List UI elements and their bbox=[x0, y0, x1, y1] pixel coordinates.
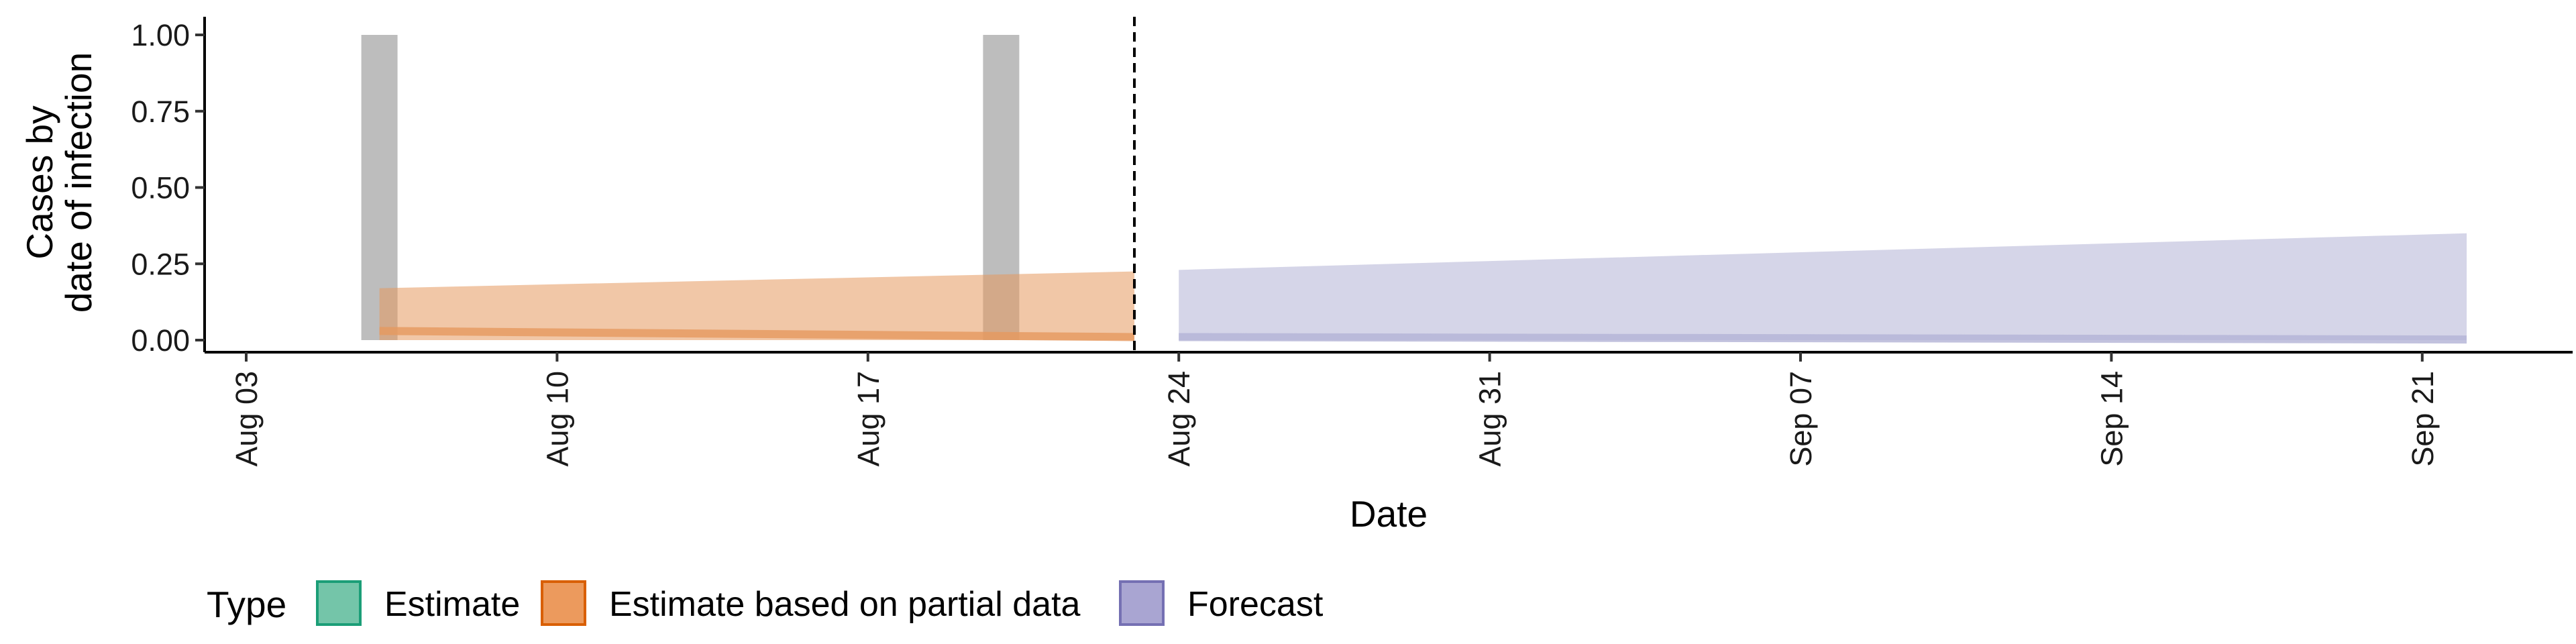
y-axis-title-line: Cases by bbox=[19, 105, 60, 260]
x-tick-label: Sep 14 bbox=[2094, 371, 2129, 467]
x-tick-label: Aug 03 bbox=[229, 371, 264, 467]
legend: Type Estimate Estimate based on partial da… bbox=[207, 580, 1324, 626]
estimate-based-on-partial-data-median-band bbox=[379, 327, 1135, 341]
estimate-based-on-partial-data-ribbon bbox=[379, 271, 1134, 340]
y-axis-title-line: date of infection bbox=[58, 52, 99, 313]
x-axis-title: Date bbox=[1350, 493, 1428, 535]
y-tick-label: 0.00 bbox=[131, 323, 190, 358]
legend-item-label: Forecast bbox=[1187, 585, 1324, 624]
legend-item-label: Estimate bbox=[384, 585, 520, 624]
y-tick-label: 0.75 bbox=[131, 95, 190, 129]
y-tick-label: 1.00 bbox=[131, 18, 190, 52]
forecast-median-band bbox=[1179, 333, 2467, 344]
y-tick-label: 0.25 bbox=[131, 247, 190, 281]
x-tick-label: Sep 07 bbox=[1784, 371, 1818, 467]
legend-swatch bbox=[541, 580, 586, 626]
forecast-ribbon bbox=[1179, 233, 2467, 340]
y-tick-label: 0.50 bbox=[131, 171, 190, 205]
plot-area bbox=[361, 17, 2467, 352]
axes: 0.00 0.25 0.50 0.75 1.00 Aug 03 Aug 10 Aug 17 Au… bbox=[131, 17, 2573, 467]
x-tick-label: Aug 31 bbox=[1473, 371, 1507, 467]
x-tick-label: Sep 21 bbox=[2406, 371, 2440, 467]
legend-title: Type bbox=[207, 584, 286, 625]
y-axis-title: Cases bydate of infection bbox=[19, 52, 99, 313]
x-tick-label: Aug 17 bbox=[851, 371, 885, 467]
legend-item-label: Estimate based on partial data bbox=[609, 585, 1081, 624]
legend-swatch bbox=[1119, 580, 1165, 626]
x-tick-label: Aug 24 bbox=[1162, 371, 1196, 467]
legend-swatch bbox=[316, 580, 362, 626]
x-tick-label: Aug 10 bbox=[540, 371, 574, 467]
